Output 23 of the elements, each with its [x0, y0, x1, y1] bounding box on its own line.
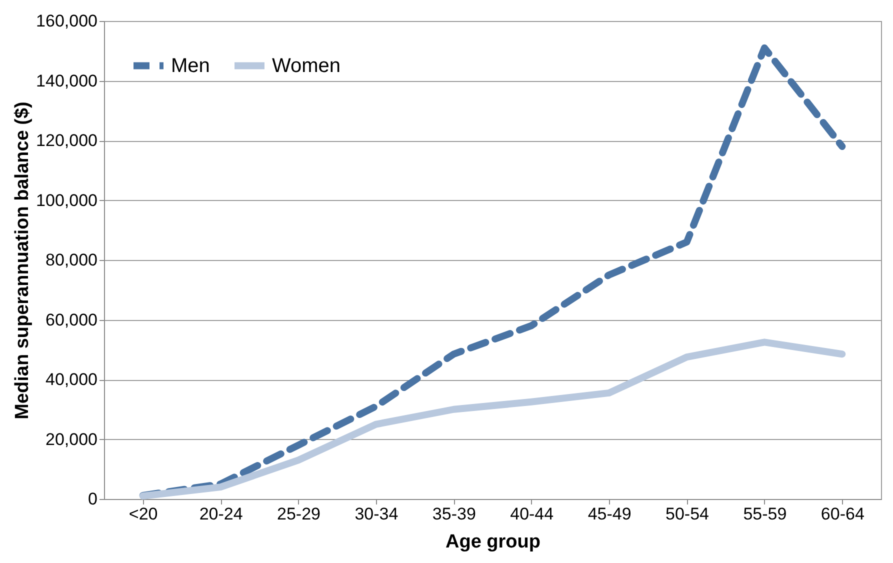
- y-tick-label: 80,000: [46, 250, 98, 270]
- x-tick-label: 40-44: [510, 504, 554, 524]
- y-tick-label: 160,000: [36, 12, 98, 30]
- x-tick-label: 25-29: [277, 504, 320, 524]
- x-tick-label: 20-24: [199, 504, 243, 524]
- y-tick-label: 100,000: [36, 190, 98, 210]
- x-tick-label: 60-64: [820, 504, 864, 524]
- y-tick-label: 0: [88, 490, 98, 508]
- x-tick-label: 35-39: [432, 504, 476, 524]
- y-tick-label: 20,000: [46, 430, 98, 449]
- x-axis-title: Age group: [446, 532, 540, 552]
- y-tick-label: 120,000: [36, 131, 98, 150]
- x-tick-label: 50-54: [666, 504, 709, 524]
- x-tick-label: 55-59: [743, 504, 787, 524]
- y-axis-title: Median superannuation balance ($): [12, 102, 34, 420]
- legend-label: Men: [171, 54, 210, 77]
- legend-label: Women: [272, 54, 341, 77]
- x-tick-label: <20: [128, 504, 158, 524]
- y-tick-label: 140,000: [36, 71, 98, 90]
- x-tick-label: 30-34: [354, 504, 398, 524]
- y-tick-label: 60,000: [46, 310, 98, 330]
- x-tick-label: 45-49: [588, 504, 632, 524]
- y-tick-label: 40,000: [46, 370, 98, 389]
